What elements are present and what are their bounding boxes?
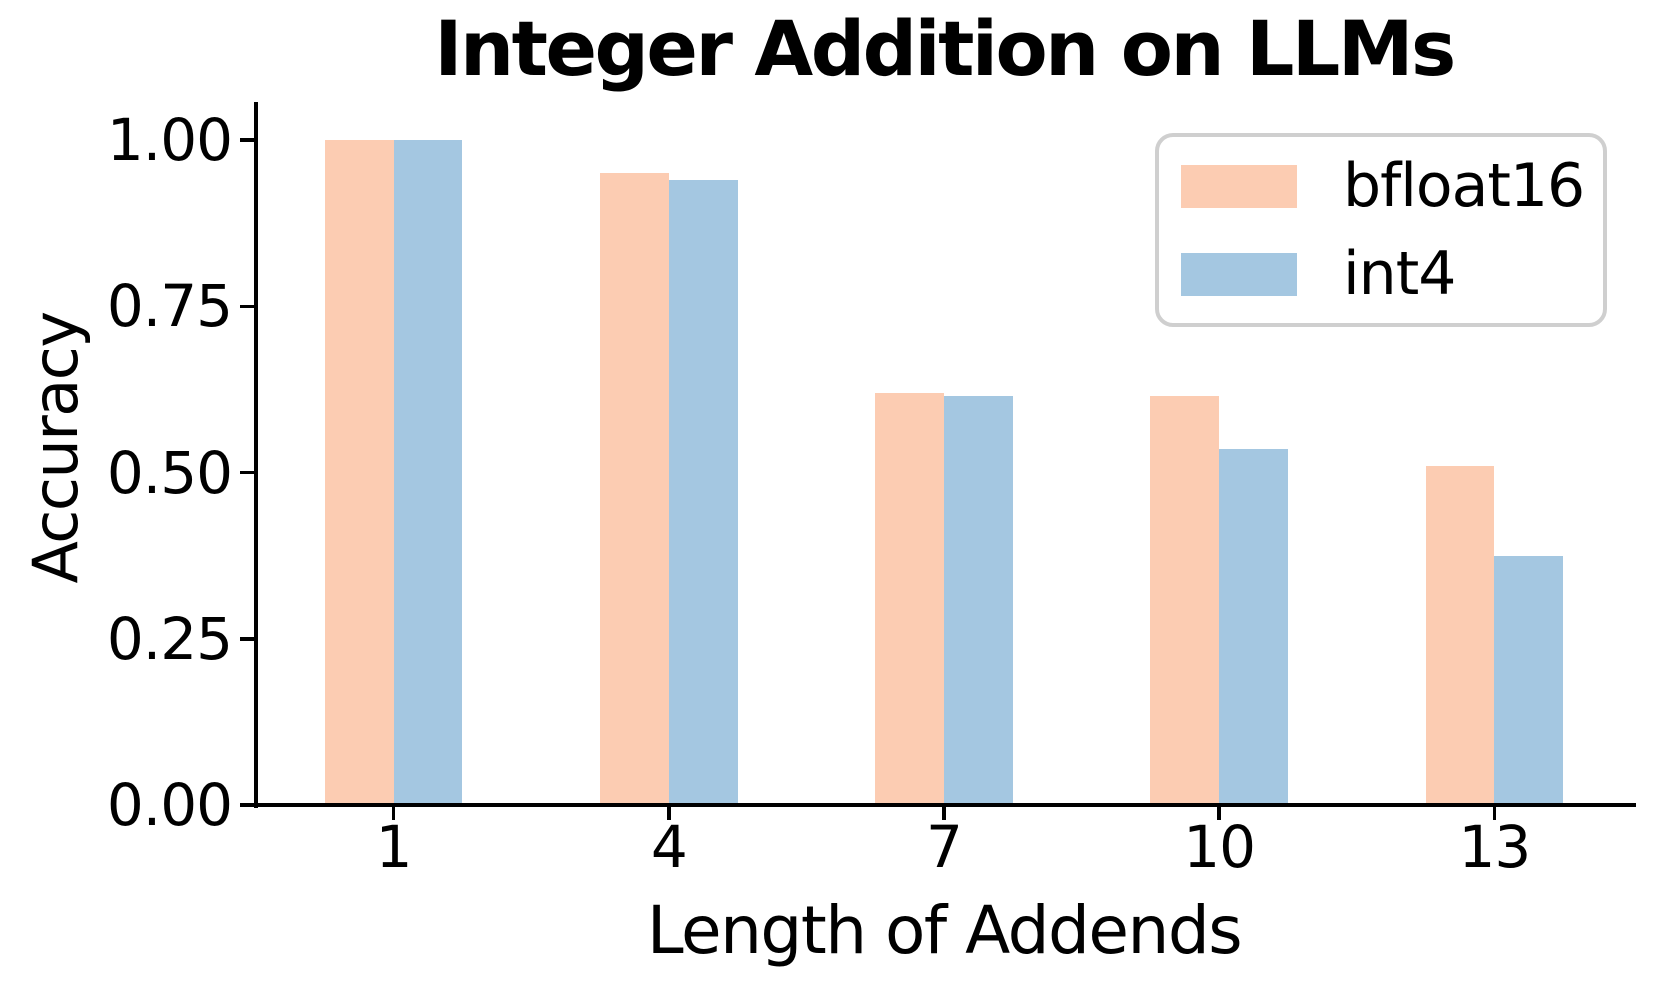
- y-tick-mark-0.00: [240, 803, 254, 807]
- x-axis-spine: [254, 803, 1636, 807]
- x-tick-label-10: 10: [1183, 813, 1256, 881]
- bar-int4-13: [1494, 556, 1564, 805]
- legend-label-int4: int4: [1343, 239, 1456, 309]
- bar-int4-7: [944, 396, 1013, 805]
- x-tick-mark-13: [1492, 806, 1497, 820]
- bar-bfloat16-1: [324, 140, 394, 805]
- y-tick-mark-0.75: [240, 304, 254, 308]
- y-tick-mark-1.00: [240, 138, 254, 142]
- y-tick-label-0.00: 0.00: [106, 771, 233, 839]
- y-axis-spine: [254, 102, 258, 808]
- bar-bfloat16-13: [1425, 466, 1495, 805]
- bar-int4-4: [668, 180, 738, 805]
- x-tick-label-1: 1: [375, 813, 413, 881]
- bar-int4-10: [1219, 449, 1288, 805]
- y-tick-mark-0.50: [240, 470, 254, 475]
- x-tick-mark-4: [667, 806, 671, 820]
- legend-item-int4: int4: [1181, 234, 1603, 314]
- y-tick-mark-0.25: [240, 637, 254, 641]
- x-axis-label: Length of Addends: [646, 892, 1243, 969]
- x-tick-mark-10: [1217, 806, 1221, 820]
- x-tick-label-7: 7: [926, 813, 963, 881]
- x-tick-label-4: 4: [650, 813, 688, 881]
- y-tick-label-0.75: 0.75: [106, 272, 233, 341]
- y-tick-label-0.50: 0.50: [106, 438, 233, 507]
- y-tick-label-1.00: 1.00: [106, 106, 233, 174]
- legend-item-bfloat16: bfloat16: [1181, 146, 1603, 226]
- bar-bfloat16-10: [1150, 396, 1220, 805]
- bar-bfloat16-4: [600, 173, 669, 805]
- x-tick-mark-7: [942, 806, 946, 820]
- bar-int4-1: [393, 140, 463, 805]
- x-tick-mark-1: [391, 806, 396, 820]
- bar-bfloat16-7: [875, 393, 944, 805]
- legend-label-bfloat16: bfloat16: [1343, 151, 1585, 221]
- legend-swatch-int4: [1181, 252, 1297, 296]
- chart-title: Integer Addition on LLMs: [434, 4, 1456, 93]
- y-tick-label-0.25: 0.25: [106, 604, 233, 673]
- legend: bfloat16 int4: [1155, 133, 1607, 327]
- legend-swatch-bfloat16: [1181, 164, 1297, 208]
- x-tick-label-13: 13: [1458, 813, 1531, 881]
